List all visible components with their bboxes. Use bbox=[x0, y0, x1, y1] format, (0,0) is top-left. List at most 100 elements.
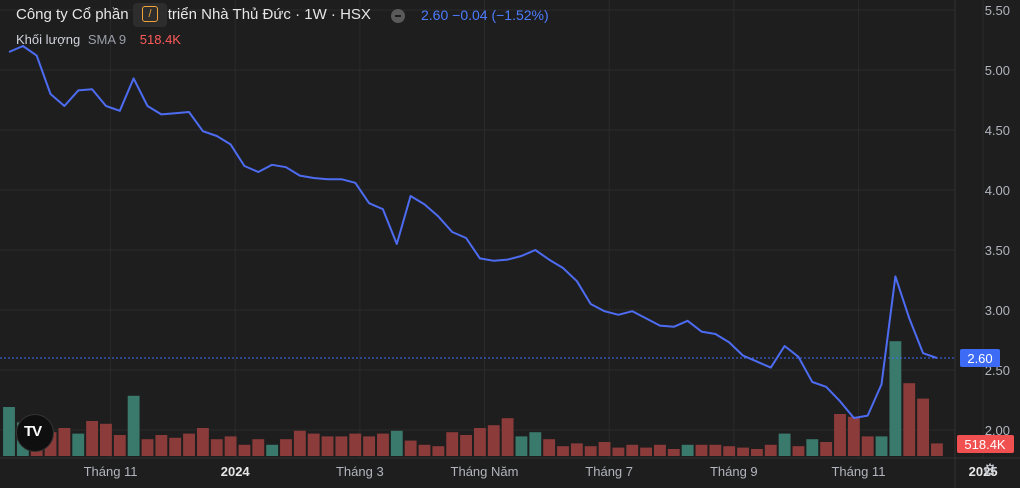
volume-bar bbox=[764, 444, 777, 456]
x-tick-label: Tháng 7 bbox=[585, 464, 633, 479]
volume-bar bbox=[570, 443, 583, 456]
volume-label[interactable]: Khối lượng bbox=[16, 32, 81, 47]
volume-bar bbox=[889, 341, 902, 456]
volume-bar bbox=[654, 444, 666, 456]
gear-icon[interactable]: ⚙ bbox=[982, 462, 998, 479]
volume-bar bbox=[778, 433, 791, 456]
volume-bar bbox=[861, 436, 874, 456]
axis-badges: 2.60 518.4K bbox=[957, 349, 1014, 453]
volume-bar bbox=[709, 444, 722, 456]
last-price-badge bbox=[960, 349, 1000, 367]
volume-bar bbox=[363, 436, 376, 456]
volume-bar bbox=[446, 432, 459, 456]
y-tick-label: 2.00 bbox=[985, 423, 1010, 438]
volume-bar bbox=[432, 446, 445, 456]
volume-bar bbox=[792, 446, 805, 456]
volume-bar bbox=[224, 436, 237, 456]
volume-bar bbox=[487, 425, 500, 456]
volume-legend: Khối lượng SMA 9 518.4K bbox=[16, 32, 181, 47]
volume-bar bbox=[127, 395, 140, 456]
volume-bar bbox=[141, 439, 154, 456]
volume-bar bbox=[349, 433, 362, 456]
volume-bar bbox=[667, 449, 680, 456]
volume-bar bbox=[3, 407, 15, 456]
volume-bar bbox=[72, 433, 85, 456]
tradingview-logo-icon[interactable]: TV bbox=[16, 414, 54, 452]
volume-bars bbox=[3, 341, 943, 456]
x-tick-label: Tháng 11 bbox=[84, 464, 138, 479]
volume-value: 518.4K bbox=[139, 32, 181, 47]
last-price-badge-label: 2.60 bbox=[967, 351, 992, 366]
volume-bar bbox=[612, 447, 625, 456]
y-tick-label: 4.00 bbox=[985, 183, 1010, 198]
volume-bar bbox=[86, 421, 99, 456]
volume-bar bbox=[847, 416, 860, 456]
volume-bar bbox=[557, 446, 569, 456]
volume-bar bbox=[640, 447, 653, 456]
volume-bar bbox=[418, 444, 431, 456]
volume-bar bbox=[501, 418, 514, 456]
volume-bar bbox=[155, 435, 168, 456]
volume-bar bbox=[460, 435, 472, 456]
x-tick-label: 2024 bbox=[221, 464, 251, 479]
volume-bar bbox=[44, 432, 57, 456]
volume-bar bbox=[293, 430, 306, 456]
volume-bar bbox=[834, 414, 846, 456]
volume-bar bbox=[335, 436, 348, 456]
volume-bar bbox=[100, 423, 112, 456]
volume-badge-label: 518.4K bbox=[964, 437, 1006, 452]
x-tick-label: Tháng 11 bbox=[831, 464, 885, 479]
volume-bar bbox=[723, 446, 736, 456]
volume-bar bbox=[404, 440, 417, 456]
volume-bar bbox=[210, 439, 223, 456]
volume-bar bbox=[875, 436, 888, 456]
volume-bar bbox=[750, 449, 763, 456]
volume-bar bbox=[584, 446, 597, 456]
volume-bar bbox=[113, 435, 126, 456]
volume-bar bbox=[515, 436, 528, 456]
y-tick-label: 3.50 bbox=[985, 243, 1010, 258]
price-quote: 2.60 −0.04 (−1.52%) bbox=[421, 7, 549, 23]
volume-bar bbox=[196, 428, 209, 456]
x-tick-label: Tháng 3 bbox=[336, 464, 384, 479]
volume-bar bbox=[806, 439, 819, 456]
volume-bar bbox=[903, 383, 916, 456]
volume-bar bbox=[266, 444, 279, 456]
symbol-title[interactable]: Công ty Cổ phần Phát triển Nhà Thủ Đức ·… bbox=[16, 6, 371, 23]
volume-bar bbox=[598, 442, 611, 456]
x-tick-label: Tháng 9 bbox=[710, 464, 758, 479]
y-tick-label: 5.00 bbox=[985, 63, 1010, 78]
volume-bar bbox=[183, 433, 195, 456]
time-axis: Tháng 11 2024 Tháng 3 Tháng Năm Tháng 7 Tháng… bbox=[84, 464, 998, 479]
volume-bar bbox=[473, 428, 486, 456]
volume-bar bbox=[321, 436, 334, 456]
volume-bar bbox=[820, 442, 833, 456]
volume-bar bbox=[626, 444, 639, 456]
volume-bar bbox=[280, 439, 292, 456]
volume-bar bbox=[58, 428, 71, 456]
volume-bar bbox=[169, 437, 182, 456]
volume-bar bbox=[377, 433, 389, 456]
volume-bar bbox=[737, 447, 749, 456]
volume-bar bbox=[252, 439, 265, 456]
edit-pencil-icon[interactable]: / bbox=[133, 3, 167, 27]
x-tick-label: 2025 bbox=[969, 464, 998, 479]
price-axis: 5.505.004.504.003.503.002.502.00 bbox=[985, 3, 1010, 438]
volume-bar bbox=[917, 398, 930, 456]
volume-bar bbox=[238, 444, 251, 456]
volume-bar bbox=[390, 430, 403, 456]
price-series-line bbox=[8, 45, 938, 419]
y-tick-label: 3.00 bbox=[985, 303, 1010, 318]
volume-bar bbox=[695, 444, 708, 456]
volume-bar bbox=[529, 432, 542, 456]
volume-bar bbox=[681, 444, 694, 456]
collapse-dot-icon[interactable] bbox=[391, 9, 405, 23]
volume-bar bbox=[307, 433, 320, 456]
volume-badge bbox=[957, 435, 1014, 453]
y-tick-label: 5.50 bbox=[985, 3, 1010, 18]
chart-legend: Công ty Cổ phần Phát triển Nhà Thủ Đức ·… bbox=[16, 3, 549, 27]
volume-sma: SMA 9 bbox=[87, 32, 127, 47]
x-tick-label: Tháng Năm bbox=[451, 464, 519, 479]
